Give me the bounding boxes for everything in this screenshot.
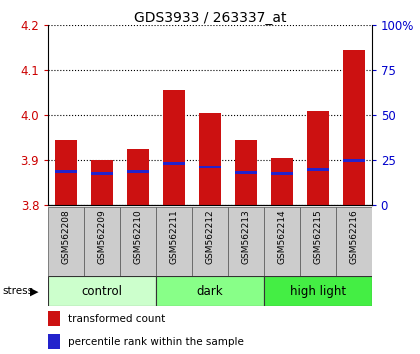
Bar [127,149,149,205]
Text: ▶: ▶ [30,286,39,296]
Text: GSM562212: GSM562212 [205,209,215,264]
Bar [127,170,149,173]
Text: stress: stress [2,286,33,296]
Bar [199,166,221,168]
Text: GDS3933 / 263337_at: GDS3933 / 263337_at [134,11,286,25]
Text: GSM562213: GSM562213 [241,209,250,264]
Bar [343,159,365,161]
Bar [92,160,113,205]
Bar [300,207,336,276]
Text: GSM562208: GSM562208 [62,209,71,264]
Bar [48,311,60,326]
Bar [156,276,264,306]
Bar [192,207,228,276]
Text: GSM562216: GSM562216 [349,209,358,264]
Text: GSM562211: GSM562211 [170,209,178,264]
Text: dark: dark [197,285,223,298]
Text: GSM562215: GSM562215 [313,209,322,264]
Bar [163,162,185,165]
Text: percentile rank within the sample: percentile rank within the sample [68,337,244,347]
Bar [48,207,84,276]
Bar [163,90,185,205]
Bar [271,172,293,175]
Bar [92,172,113,175]
Bar [55,170,77,173]
Bar [235,171,257,174]
Bar [307,110,328,205]
Bar [156,207,192,276]
Bar [48,334,60,349]
Bar [199,113,221,205]
Text: transformed count: transformed count [68,314,165,324]
Bar [264,207,300,276]
Bar [228,207,264,276]
Text: GSM562209: GSM562209 [98,209,107,264]
Bar [307,168,328,171]
Bar [264,276,372,306]
Bar [271,158,293,205]
Bar [84,207,120,276]
Bar [343,50,365,205]
Text: GSM562210: GSM562210 [134,209,143,264]
Text: high light: high light [290,285,346,298]
Bar [235,140,257,205]
Bar [120,207,156,276]
Bar [55,140,77,205]
Bar [336,207,372,276]
Bar [48,276,156,306]
Text: GSM562214: GSM562214 [277,209,286,264]
Text: control: control [82,285,123,298]
